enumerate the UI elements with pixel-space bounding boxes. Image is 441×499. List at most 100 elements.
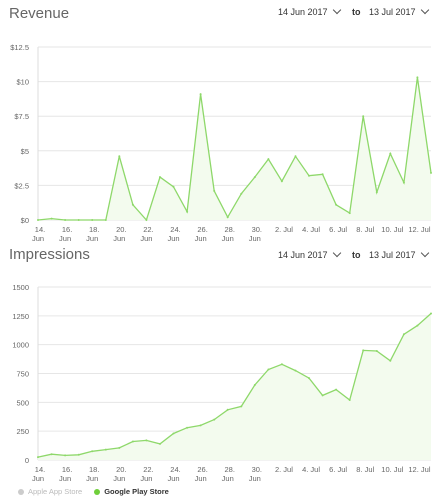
data-point[interactable] (362, 349, 365, 352)
data-point[interactable] (37, 456, 39, 459)
data-point[interactable] (64, 219, 67, 221)
data-point[interactable] (159, 442, 161, 445)
data-point[interactable] (199, 93, 202, 96)
x-tick-label-month: Jun (195, 474, 207, 483)
x-tick-label: 30. (252, 225, 262, 234)
data-point[interactable] (267, 158, 270, 161)
x-tick-label: 12. Jul (408, 465, 430, 474)
data-point[interactable] (131, 203, 134, 206)
data-point[interactable] (50, 217, 53, 220)
data-point[interactable] (91, 450, 94, 453)
data-point[interactable] (362, 115, 365, 118)
x-tick-label: 2. Jul (275, 225, 293, 234)
data-point[interactable] (294, 369, 297, 372)
data-point[interactable] (335, 203, 338, 206)
data-point[interactable] (186, 426, 189, 429)
x-tick-label: 18. (89, 225, 99, 234)
x-tick-label-month: Jun (167, 234, 179, 243)
data-point[interactable] (118, 155, 121, 158)
legend-dot-icon (18, 488, 24, 495)
data-point[interactable] (402, 333, 405, 336)
revenue-chart: $0$2.5$5$7.5$10$12.514.Jun16.Jun18.Jun20… (10, 43, 432, 243)
data-point[interactable] (416, 76, 419, 79)
x-tick-label: 20. (116, 465, 126, 474)
data-point[interactable] (253, 384, 256, 386)
y-tick-label: $10 (16, 78, 29, 87)
data-point[interactable] (321, 173, 324, 176)
x-tick-label: 26. (197, 465, 207, 474)
data-point[interactable] (104, 219, 107, 221)
data-point[interactable] (172, 185, 175, 188)
x-tick-label-month: Jun (113, 474, 125, 483)
data-point[interactable] (335, 388, 338, 391)
x-tick-label: 10. Jul (381, 465, 403, 474)
data-point[interactable] (389, 359, 392, 362)
chevron-down-icon (420, 5, 429, 15)
y-tick-label: $7.5 (14, 112, 29, 121)
data-point[interactable] (430, 171, 432, 174)
data-point[interactable] (389, 152, 392, 155)
data-point[interactable] (37, 219, 39, 221)
impressions-from-date-select[interactable]: 14 Jun 2017 (278, 248, 341, 260)
x-tick-label: 10. Jul (381, 225, 403, 234)
data-point[interactable] (240, 405, 243, 408)
data-point[interactable] (199, 424, 202, 427)
data-point[interactable] (186, 210, 189, 213)
data-point[interactable] (159, 176, 161, 179)
data-point[interactable] (253, 176, 256, 179)
data-point[interactable] (77, 453, 80, 456)
data-point[interactable] (280, 363, 283, 366)
x-tick-label: 26. (197, 225, 207, 234)
x-tick-label: 14. (35, 465, 45, 474)
series-line-google-play-store (37, 313, 432, 458)
x-tick-label-month: Jun (140, 234, 152, 243)
data-point[interactable] (50, 453, 53, 456)
revenue-to-date-select[interactable]: 13 Jul 2017 (369, 5, 429, 17)
data-point[interactable] (321, 394, 324, 397)
impressions-to-date-select[interactable]: 13 Jul 2017 (369, 248, 429, 260)
x-tick-label: 14. (35, 225, 45, 234)
data-point[interactable] (145, 439, 148, 442)
data-point[interactable] (308, 174, 310, 177)
data-point[interactable] (226, 408, 229, 411)
data-point[interactable] (294, 155, 297, 158)
impressions-title: Impressions (9, 246, 90, 263)
data-point[interactable] (77, 219, 80, 221)
data-point[interactable] (375, 350, 378, 352)
series-area (38, 77, 431, 221)
data-point[interactable] (430, 312, 432, 315)
data-point[interactable] (213, 418, 216, 421)
data-point[interactable] (267, 368, 270, 371)
legend-item-google-play-store[interactable]: Google Play Store (94, 487, 169, 496)
data-point[interactable] (226, 216, 229, 219)
x-tick-label-month: Jun (86, 474, 98, 483)
x-tick-label: 20. (116, 225, 126, 234)
x-tick-label: 18. (89, 465, 99, 474)
data-point[interactable] (308, 377, 310, 380)
data-point[interactable] (375, 191, 378, 194)
legend-item-apple-app-store[interactable]: Apple App Store (18, 487, 82, 496)
data-point[interactable] (348, 212, 351, 215)
data-point[interactable] (172, 432, 175, 435)
x-tick-label: 16. (62, 465, 72, 474)
data-point[interactable] (348, 399, 351, 401)
data-point[interactable] (416, 324, 419, 327)
data-point[interactable] (131, 440, 134, 443)
revenue-to-label: to (352, 7, 361, 17)
data-point[interactable] (213, 189, 216, 192)
x-tick-label: 4. Jul (302, 465, 320, 474)
x-tick-label: 8. Jul (356, 225, 374, 234)
x-tick-label: 22. (143, 225, 153, 234)
data-point[interactable] (145, 219, 148, 221)
data-point[interactable] (240, 192, 243, 195)
data-point[interactable] (104, 448, 107, 451)
data-point[interactable] (280, 180, 283, 183)
data-point[interactable] (64, 454, 67, 457)
data-point[interactable] (118, 446, 121, 449)
data-point[interactable] (91, 219, 94, 221)
data-point[interactable] (402, 181, 405, 184)
x-tick-label-month: Jun (32, 474, 44, 483)
y-tick-label: 1000 (12, 341, 29, 350)
revenue-from-date-select[interactable]: 14 Jun 2017 (278, 5, 341, 17)
legend-dot-icon (94, 488, 101, 495)
